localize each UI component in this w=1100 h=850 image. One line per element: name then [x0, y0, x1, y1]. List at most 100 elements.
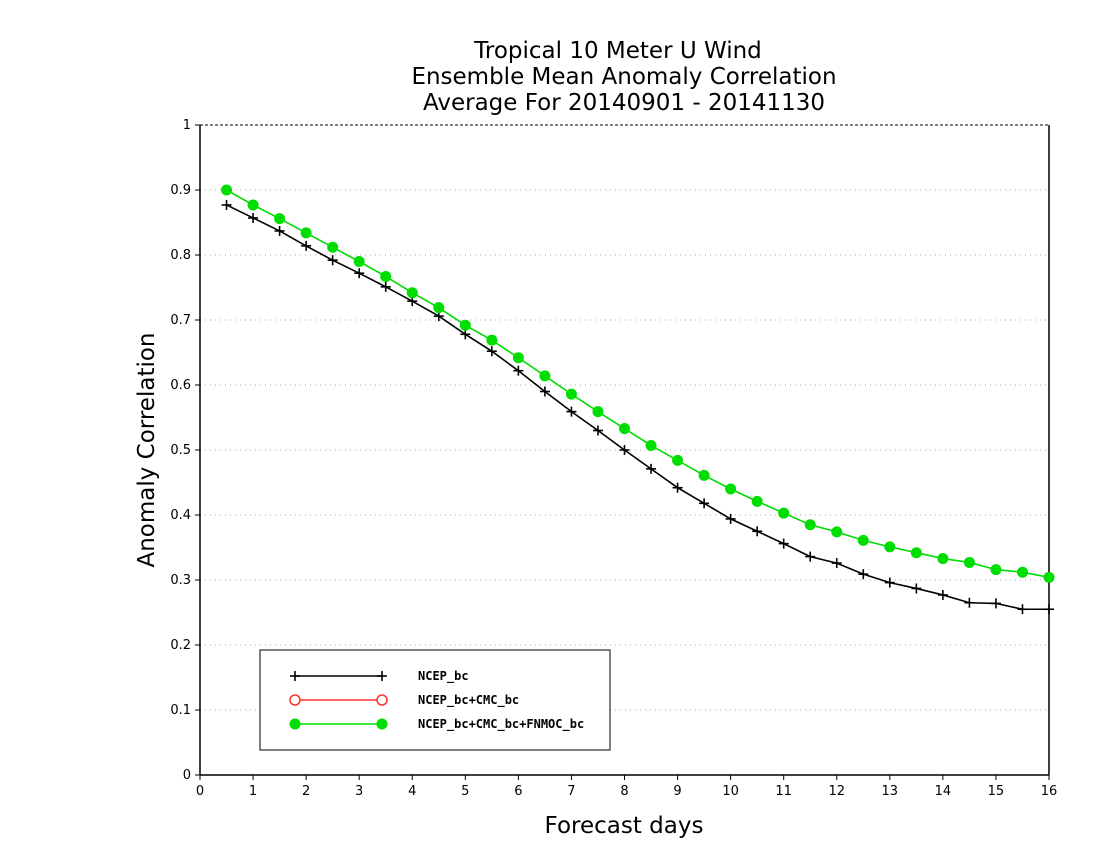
- series-0-point-31: [1044, 604, 1054, 615]
- x-axis-ticks: 0 1 2 3 4 5 6 7 8 9 10 11 12 13 14 15 16: [196, 775, 1057, 799]
- series-2-point-20: [751, 495, 763, 507]
- legend-marker-start-0: [290, 671, 300, 681]
- y-tick-label-3: 0.3: [170, 573, 191, 588]
- series-0-point-2: [274, 225, 285, 236]
- series-0-point-15: [619, 445, 630, 455]
- y-axis-ticks: 0 0.1 0.2 0.3 0.4 0.5 0.6 0.7 0.8 0.9 1: [170, 118, 200, 783]
- series-0-point-28: [964, 597, 975, 608]
- series-2-point-7: [406, 287, 418, 299]
- series-2-point-17: [672, 454, 684, 466]
- series-2-point-0: [221, 184, 233, 196]
- chart-title-line-3: Average For 20140901 - 20141130: [423, 90, 825, 116]
- series-0-point-9: [460, 329, 471, 340]
- series-2: [221, 184, 1055, 583]
- x-tick-label-12: 12: [828, 784, 845, 799]
- series-2-point-14: [592, 406, 604, 418]
- series-2-point-4: [327, 241, 339, 253]
- series-2-point-24: [857, 534, 869, 546]
- x-tick-label-13: 13: [882, 784, 899, 799]
- y-tick-label-2: 0.2: [170, 638, 191, 653]
- series-2-point-28: [963, 556, 975, 568]
- x-tick-label-15: 15: [988, 784, 1005, 799]
- y-tick-label-7: 0.7: [170, 313, 191, 328]
- series-0-point-30: [1017, 604, 1028, 615]
- y-tick-label-10: 1: [183, 118, 191, 133]
- legend-marker-end-0: [377, 671, 387, 681]
- x-tick-label-9: 9: [673, 784, 681, 799]
- series-2-point-22: [804, 519, 816, 531]
- series-0-point-5: [354, 268, 365, 279]
- series-2-point-21: [778, 507, 790, 519]
- series-2-point-6: [380, 270, 392, 282]
- series-2-point-18: [698, 469, 710, 481]
- series-0-point-12: [539, 386, 550, 397]
- series-0-point-21: [778, 538, 789, 549]
- series-line-2: [226, 189, 1050, 579]
- x-tick-label-10: 10: [722, 784, 739, 799]
- series-0-point-0: [221, 199, 232, 210]
- legend-marker-start-1: [289, 694, 301, 706]
- y-tick-label-6: 0.6: [170, 378, 191, 393]
- x-tick-label-3: 3: [355, 784, 363, 799]
- series-0-point-1: [248, 212, 259, 223]
- legend-item-0: NCEP_bc: [290, 669, 469, 684]
- y-tick-label-5: 0.5: [170, 443, 191, 458]
- legend: NCEP_bc NCEP_bc+CMC_bc NCEP_bc+CMC_bc+FNMO…: [259, 649, 611, 751]
- series-0-point-16: [646, 463, 657, 474]
- x-tick-label-0: 0: [196, 784, 204, 799]
- legend-item-2: NCEP_bc+CMC_bc+FNMOC_bc: [289, 717, 584, 732]
- series-0-point-11: [513, 365, 524, 376]
- series-2-point-12: [539, 370, 551, 382]
- series-0-point-20: [752, 526, 763, 537]
- legend-marker-start-2: [289, 718, 301, 730]
- y-tick-label-9: 0.9: [170, 183, 191, 198]
- series-2-point-31: [1043, 571, 1055, 583]
- legend-label-0: NCEP_bc: [418, 669, 469, 684]
- series-0-point-24: [858, 569, 869, 580]
- chart-title-line-1: Tropical 10 Meter U Wind: [473, 38, 762, 64]
- series-0: [221, 199, 1054, 615]
- x-tick-label-11: 11: [775, 784, 792, 799]
- series-0-point-23: [831, 558, 842, 569]
- y-tick-label-4: 0.4: [170, 508, 191, 523]
- y-tick-label-1: 0.1: [170, 703, 191, 718]
- series-0-point-13: [566, 406, 577, 417]
- x-tick-label-8: 8: [620, 784, 628, 799]
- x-tick-label-2: 2: [302, 784, 310, 799]
- series-0-point-10: [486, 346, 497, 357]
- x-tick-label-5: 5: [461, 784, 469, 799]
- series-2-point-8: [433, 302, 445, 314]
- series-0-point-27: [937, 589, 948, 600]
- series-2-point-26: [910, 547, 922, 559]
- series-0-point-18: [699, 498, 710, 509]
- series-0-point-29: [990, 598, 1001, 609]
- legend-label-1: NCEP_bc+CMC_bc: [418, 693, 519, 708]
- series-0-point-17: [672, 482, 683, 493]
- series-line-0: [226, 204, 1049, 611]
- series-2-point-5: [353, 256, 365, 267]
- x-tick-label-7: 7: [567, 784, 575, 799]
- series-2-point-9: [459, 319, 471, 331]
- legend-marker-end-1: [376, 694, 388, 706]
- series-0-point-3: [301, 240, 312, 251]
- series-group: [221, 184, 1055, 615]
- y-tick-label-8: 0.8: [170, 248, 191, 263]
- series-2-point-27: [937, 553, 949, 565]
- series-0-point-14: [592, 425, 603, 436]
- legend-marker-end-2: [376, 718, 388, 730]
- series-2-point-30: [1016, 566, 1028, 578]
- x-tick-label-1: 1: [249, 784, 257, 799]
- series-0-point-19: [725, 513, 736, 524]
- series-0-point-22: [805, 551, 816, 562]
- series-2-point-29: [990, 564, 1002, 576]
- series-0-point-4: [327, 255, 338, 266]
- series-2-point-19: [725, 483, 737, 495]
- series-2-point-10: [486, 334, 498, 346]
- series-2-point-16: [645, 439, 657, 451]
- series-2-point-2: [274, 213, 286, 225]
- series-0-point-6: [380, 281, 391, 292]
- y-axis-label: Anomaly Correlation: [134, 332, 160, 567]
- series-2-point-13: [565, 388, 577, 400]
- y-tick-label-0: 0: [183, 768, 191, 783]
- series-2-point-15: [619, 423, 630, 435]
